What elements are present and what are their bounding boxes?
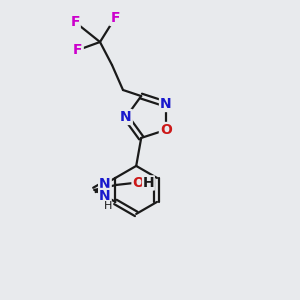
Text: O: O (133, 176, 144, 190)
Text: N: N (160, 97, 172, 111)
Text: O: O (160, 123, 172, 137)
Text: H: H (104, 201, 112, 211)
Text: F: F (110, 11, 120, 25)
Text: H: H (142, 176, 154, 190)
Text: F: F (73, 43, 83, 57)
Text: N: N (99, 177, 111, 191)
Text: F: F (70, 15, 80, 29)
Text: N: N (99, 189, 111, 203)
Text: N: N (120, 110, 132, 124)
